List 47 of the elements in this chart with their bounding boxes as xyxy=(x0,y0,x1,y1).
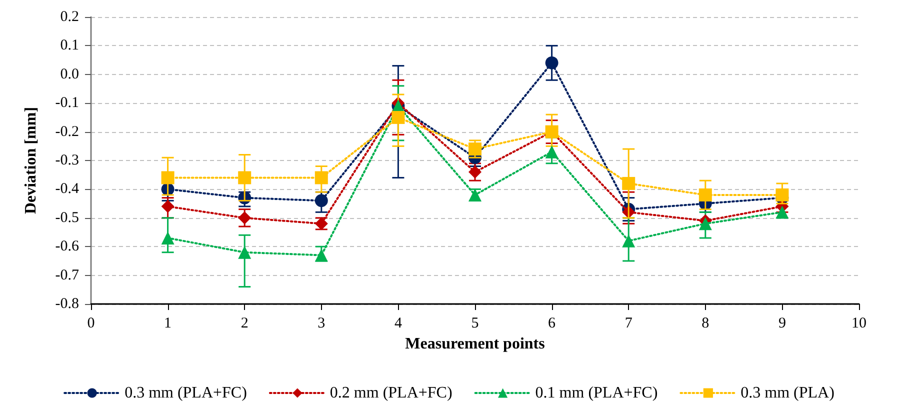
y-tick-label: 0.1 xyxy=(60,38,79,54)
legend-label: 0.2 mm (PLA+FC) xyxy=(330,384,452,402)
point xyxy=(161,171,174,184)
x-tick-label: 9 xyxy=(778,316,786,332)
point xyxy=(622,234,636,248)
y-tick-label: 0.0 xyxy=(60,66,79,82)
legend-label: 0.3 mm (PLA+FC) xyxy=(124,384,247,402)
point xyxy=(698,217,712,230)
point xyxy=(238,246,252,259)
point xyxy=(161,200,174,213)
point xyxy=(468,142,482,156)
y-tick-label: -0.4 xyxy=(55,181,80,198)
y-tick-label: -0.6 xyxy=(55,238,80,255)
legend-label: 0.3 mm (PLA) xyxy=(740,384,834,402)
y-tick-label: -0.7 xyxy=(55,267,80,284)
x-tick-label: 1 xyxy=(164,316,172,332)
x-tick-label: 10 xyxy=(852,316,866,332)
x-tick-label: 4 xyxy=(394,316,402,332)
y-tick-label: -0.8 xyxy=(55,296,79,312)
point xyxy=(545,145,558,158)
x-tick-label: 6 xyxy=(548,316,556,332)
y-axis-title: Deviation [mm] xyxy=(22,106,40,214)
point xyxy=(392,110,405,124)
x-tick-label: 5 xyxy=(471,316,479,332)
point xyxy=(238,211,252,224)
x-tick-label: 8 xyxy=(702,316,710,332)
point xyxy=(238,171,252,184)
point xyxy=(161,231,174,244)
y-tick-label: -0.2 xyxy=(55,124,79,140)
x-axis-title: Measurement points xyxy=(405,335,545,352)
point xyxy=(468,165,482,178)
x-tick-label: 0 xyxy=(87,316,95,332)
y-tick-label: 0.2 xyxy=(60,9,79,25)
y-tick-label: -0.3 xyxy=(55,152,79,168)
point xyxy=(545,56,558,70)
point xyxy=(314,248,328,262)
x-tick-label: 7 xyxy=(624,316,633,332)
y-tick-label: -0.1 xyxy=(55,95,79,112)
y-tick-label: -0.5 xyxy=(55,210,79,226)
x-tick-label: 3 xyxy=(318,316,326,332)
point xyxy=(698,188,712,202)
x-tick-label: 2 xyxy=(240,316,248,332)
point xyxy=(622,176,636,190)
point xyxy=(776,188,789,202)
point xyxy=(314,194,328,208)
legend-label: 0.1 mm (PLA+FC) xyxy=(535,384,658,402)
point xyxy=(314,171,328,184)
